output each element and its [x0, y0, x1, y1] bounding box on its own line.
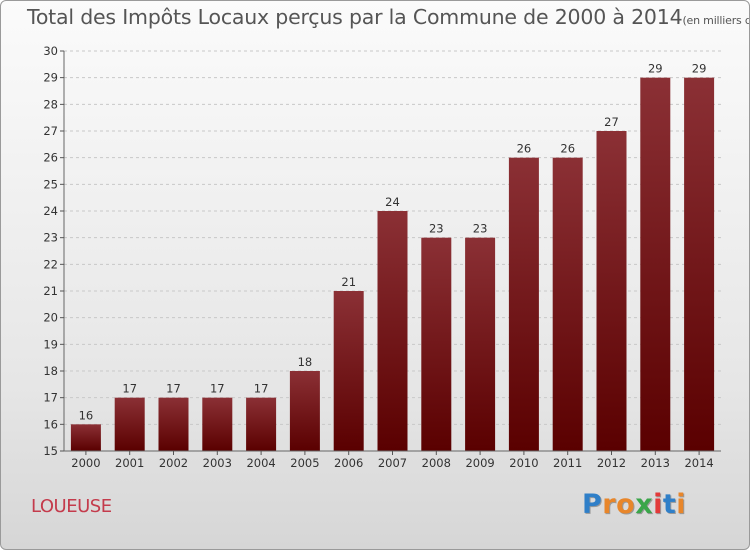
y-tick-label: 22	[43, 257, 58, 271]
data-label: 23	[473, 222, 488, 236]
logo-letter: i	[653, 489, 663, 520]
data-label: 17	[210, 382, 225, 396]
y-tick-label: 28	[43, 97, 58, 111]
y-tick-label: 24	[43, 204, 58, 218]
data-label: 29	[692, 62, 707, 76]
bar-2002	[158, 397, 189, 451]
y-tick-label: 25	[43, 177, 58, 191]
logo-letter: P	[582, 489, 603, 520]
x-tick-label: 2012	[597, 456, 626, 470]
y-tick-label: 21	[43, 284, 58, 298]
data-label: 17	[254, 382, 269, 396]
y-tick-label: 17	[43, 391, 58, 405]
proxiti-logo: Proxiti	[582, 489, 686, 520]
x-axis-ticks: 2000 2001 2002 2003 2004 2005 2006 2007 2008 2009…	[71, 451, 714, 470]
data-label: 29	[648, 62, 663, 76]
data-label: 17	[166, 382, 181, 396]
data-labels: 16 17 17 17 17 18 21 24 23 23 26 26 27 29 29	[79, 62, 707, 423]
logo-letter: t	[662, 489, 677, 520]
chart-unit: (en milliers d'€)	[682, 14, 749, 27]
x-tick-label: 2004	[246, 456, 275, 470]
x-tick-label: 2011	[553, 456, 582, 470]
x-tick-label: 2014	[684, 456, 713, 470]
data-label: 27	[604, 115, 619, 129]
y-tick-label: 19	[43, 337, 58, 351]
bar-2014	[684, 77, 715, 452]
logo-letter: o	[616, 489, 636, 520]
bar-2001	[114, 397, 145, 451]
x-tick-label: 2003	[203, 456, 232, 470]
data-label: 18	[298, 355, 313, 369]
bar-2013	[640, 77, 671, 452]
y-axis-ticks: 15 16 17 18 19 20 21 22 23 24 25 26 27 28 29 30	[43, 44, 64, 458]
bar-2005	[289, 371, 320, 451]
bar-2004	[246, 397, 277, 451]
chart-title-text: Total des Impôts Locaux perçus par la Co…	[27, 5, 683, 29]
bar-2003	[202, 397, 233, 451]
data-label: 17	[122, 382, 137, 396]
x-tick-label: 2006	[334, 456, 363, 470]
y-tick-label: 18	[43, 364, 58, 378]
bar-2008	[421, 237, 452, 451]
data-label: 26	[560, 142, 575, 156]
logo-letter: x	[635, 489, 654, 520]
bar-2012	[596, 131, 627, 451]
x-tick-label: 2007	[378, 456, 407, 470]
data-label: 24	[385, 195, 400, 209]
y-tick-label: 26	[43, 151, 58, 165]
commune-name: LOUEUSE	[31, 496, 112, 517]
logo-letter: r	[602, 489, 617, 520]
x-tick-label: 2001	[115, 456, 144, 470]
data-label: 21	[341, 275, 356, 289]
x-tick-label: 2009	[465, 456, 494, 470]
data-label: 16	[79, 408, 94, 422]
y-tick-label: 27	[43, 124, 58, 138]
x-tick-label: 2010	[509, 456, 538, 470]
x-tick-label: 2008	[422, 456, 451, 470]
bars	[70, 77, 715, 452]
bar-2006	[333, 291, 364, 451]
y-tick-label: 29	[43, 71, 58, 85]
bar-2010	[508, 157, 539, 451]
y-tick-label: 16	[43, 417, 58, 431]
data-label: 26	[517, 142, 532, 156]
bar-2011	[552, 157, 583, 451]
chart-title: Total des Impôts Locaux perçus par la Co…	[27, 5, 749, 29]
data-label: 23	[429, 222, 444, 236]
y-tick-label: 23	[43, 231, 58, 245]
bar-2007	[377, 211, 408, 451]
x-tick-label: 2013	[641, 456, 670, 470]
y-tick-label: 20	[43, 311, 58, 325]
x-tick-label: 2002	[159, 456, 188, 470]
bar-2009	[465, 237, 496, 451]
x-tick-label: 2005	[290, 456, 319, 470]
y-tick-label: 30	[43, 44, 58, 58]
logo-letter: i	[676, 489, 687, 520]
y-tick-label: 15	[43, 444, 58, 458]
x-tick-label: 2000	[71, 456, 100, 470]
bar-2000	[70, 424, 101, 451]
